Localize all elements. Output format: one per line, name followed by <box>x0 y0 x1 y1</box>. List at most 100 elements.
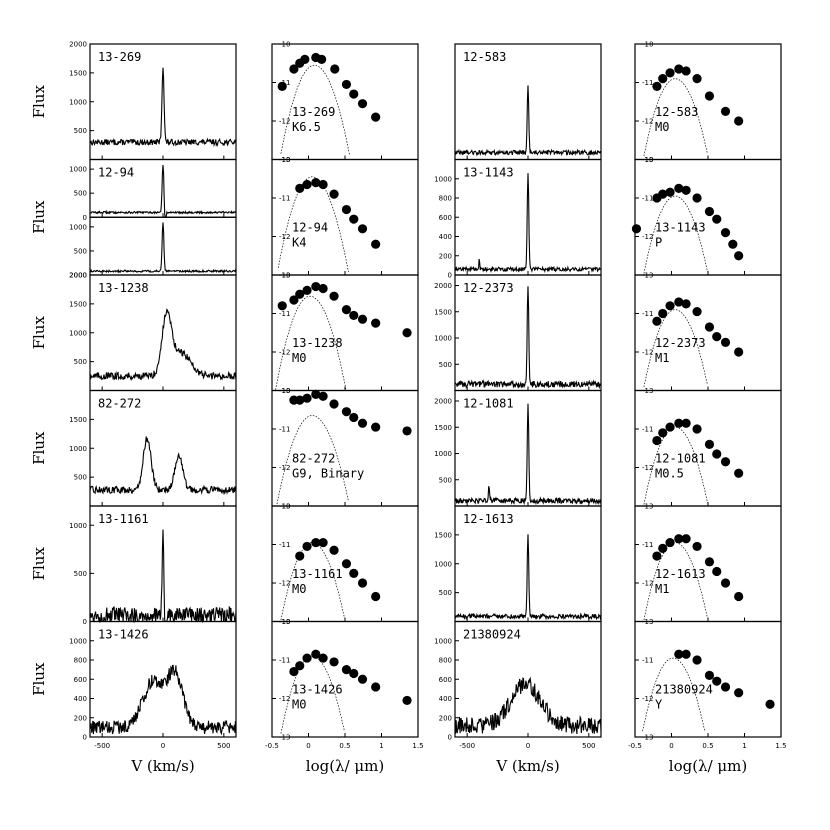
x-tick-label: 0 <box>526 742 530 750</box>
y-tick-label: -10 <box>279 272 290 280</box>
spectrum-line <box>454 173 602 274</box>
sed-point <box>349 310 359 321</box>
sed-point <box>357 674 368 684</box>
sed-point <box>734 591 744 602</box>
sed-point <box>704 322 715 332</box>
sed-point <box>318 537 328 548</box>
spectral-type-label: M0.5 <box>655 467 684 481</box>
sed-point <box>402 328 412 338</box>
y-tick-label: 1500 <box>434 424 452 432</box>
sed-point <box>658 543 668 553</box>
sed-point <box>674 183 684 193</box>
spectral-type-label: G9, Binary <box>292 467 364 481</box>
spectrum-line <box>454 403 602 506</box>
sed-point <box>734 688 744 698</box>
sed-point <box>674 649 684 659</box>
spectral-type-label: K6.5 <box>292 120 321 134</box>
spectrum-line <box>90 164 237 218</box>
x-tick-label: 0.5 <box>339 742 350 750</box>
panel-label: 82-272 <box>292 452 335 466</box>
sed-point <box>371 318 381 328</box>
photosphere-curve <box>643 195 708 274</box>
sed-point <box>371 591 381 602</box>
sed-point <box>371 239 381 249</box>
sed-point <box>658 189 668 199</box>
spectrum-line <box>89 308 237 382</box>
panel-label: 13-1143 <box>655 221 706 235</box>
y-tick-label: 1000 <box>434 450 452 458</box>
y-tick-label: 0 <box>448 734 452 742</box>
spectrum-line <box>454 534 602 621</box>
sed-point <box>302 285 312 295</box>
y-tick-label: 500 <box>74 474 87 482</box>
y-tick-label: -11 <box>279 310 290 318</box>
sed-point <box>341 407 352 417</box>
y-tick-label: 500 <box>439 476 452 484</box>
sed-point <box>652 316 662 326</box>
x-tick-label: -0.5 <box>265 742 279 750</box>
sed-point <box>371 112 381 122</box>
y-tick-label: 0 <box>83 214 87 222</box>
y-tick-label: -12 <box>279 118 290 126</box>
y-tick-label: 1000 <box>69 166 87 174</box>
panel-label: 12-1613 <box>655 567 706 581</box>
sed-point <box>658 74 668 84</box>
y-tick-label: -10 <box>642 156 653 164</box>
x-tick-label: 1 <box>742 742 746 750</box>
sed-point <box>652 435 662 446</box>
y-tick-label: -11 <box>279 426 290 434</box>
y-tick-label: -11 <box>642 426 653 434</box>
y-tick-label: -11 <box>642 541 653 549</box>
y-axis-title: Flux <box>30 431 48 465</box>
y-tick-label: -11 <box>279 79 290 87</box>
x-tick-label: -500 <box>459 742 475 750</box>
sed-point <box>357 578 368 588</box>
sed-point <box>692 193 702 203</box>
panel-frame <box>634 158 782 276</box>
y-tick-label: -11 <box>642 79 653 87</box>
sed-point <box>329 545 339 555</box>
spectral-type-label: M1 <box>655 582 669 596</box>
y-tick-label: -10 <box>279 618 290 626</box>
panel-label: 13-1143 <box>463 166 514 180</box>
y-tick-label: 600 <box>439 214 452 222</box>
y-axis-title: Flux <box>30 85 48 119</box>
y-axis-title: Flux <box>30 316 48 350</box>
sed-point <box>720 337 731 347</box>
sed-point <box>734 116 744 126</box>
sed-point <box>665 537 675 548</box>
y-axis-title: Flux <box>30 200 48 234</box>
y-tick-label: 400 <box>74 695 87 703</box>
panel-frame <box>271 620 419 738</box>
sed-point <box>349 214 359 224</box>
sed-point <box>712 676 722 686</box>
y-tick-label: 500 <box>74 358 87 366</box>
sed-point <box>318 179 328 190</box>
x-tick-label: 1.5 <box>775 742 786 750</box>
y-tick-label: 500 <box>74 247 87 255</box>
x-tick-label: -500 <box>94 742 110 750</box>
panel-label: 82-272 <box>98 397 141 411</box>
y-tick-label: 2000 <box>69 272 87 280</box>
sed-point <box>692 424 702 434</box>
y-tick-label: -12 <box>642 118 653 126</box>
panel-label: 12-583 <box>655 105 698 119</box>
sed-point <box>311 281 321 292</box>
y-tick-label: 200 <box>439 714 452 722</box>
sed-point <box>349 412 359 423</box>
panel-label: 13-1426 <box>98 628 149 642</box>
spectral-type-label: M1 <box>655 351 669 365</box>
y-axis-title: Flux <box>30 547 48 581</box>
spectral-type-label: K4 <box>292 236 306 250</box>
spectrum-line <box>89 529 237 624</box>
y-tick-label: -11 <box>279 657 290 665</box>
sed-point <box>704 670 715 681</box>
sed-point <box>734 251 744 261</box>
sed-point <box>329 291 339 301</box>
sed-point <box>681 66 691 76</box>
y-tick-label: 1000 <box>69 522 87 530</box>
y-tick-label: 1500 <box>69 69 87 77</box>
x-tick-label: 0.5 <box>702 742 713 750</box>
y-tick-label: -11 <box>642 310 653 318</box>
y-tick-label: -11 <box>279 195 290 203</box>
